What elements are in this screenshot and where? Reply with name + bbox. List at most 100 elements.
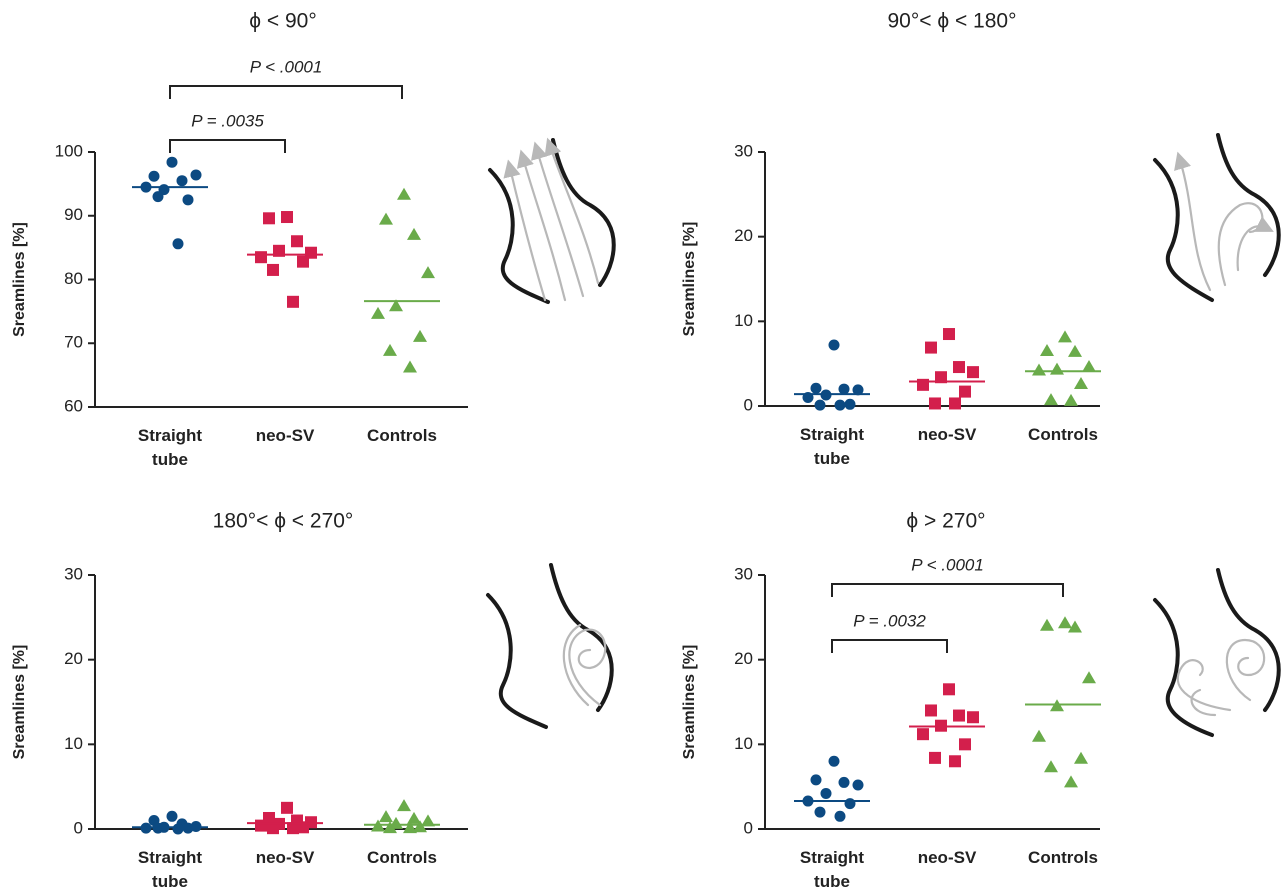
data-point [844,398,856,410]
y-tick-label: 60 [64,396,83,415]
x-tick-label: Controls [1028,848,1098,867]
p-value-label: P = .0032 [853,611,926,630]
y-tick-label: 30 [734,564,753,583]
data-point [148,170,160,182]
y-tick-label: 0 [744,395,753,414]
data-point [943,328,955,341]
significance-bracket [831,639,948,653]
chart-title: 180°< ϕ < 270° [213,510,354,533]
y-axis-label: Sreamlines [%] [11,222,28,337]
y-tick-label: 70 [64,333,83,352]
data-point [190,169,202,181]
data-point [834,399,846,411]
data-point [1082,360,1096,373]
data-point [852,384,864,396]
data-point [413,820,427,833]
data-point [287,295,299,308]
data-point [844,798,856,810]
data-point [397,799,411,812]
x-tick-label: Straight tube [799,848,865,891]
y-tick-label: 0 [744,818,753,837]
p-value-label: P < .0001 [911,555,984,574]
vessel-sketch [1153,133,1281,302]
data-point [297,821,309,834]
data-point [1068,344,1082,357]
data-point [949,397,961,410]
data-point [255,251,267,264]
data-point [297,255,309,268]
data-point [267,263,279,276]
y-tick-label: 90 [64,205,83,224]
data-point [172,238,184,250]
x-tick-label: Controls [367,848,437,867]
y-tick-label: 30 [734,141,753,160]
data-point [166,156,178,168]
data-point [820,787,832,799]
data-point [838,776,850,788]
data-point [967,711,979,724]
y-axis-label: Sreamlines [%] [681,222,698,337]
data-point [943,683,955,696]
data-point [959,385,971,398]
data-point [1032,363,1046,376]
significance-bracket [169,139,286,153]
p-value-label: P = .0035 [191,111,264,130]
vessel-sketch [488,137,616,304]
data-point [166,810,178,822]
data-point [407,811,421,824]
data-point [1064,775,1078,788]
data-point [389,299,403,312]
data-point [852,779,864,791]
data-point [949,755,961,768]
x-tick-label: neo-SV [917,848,977,867]
y-tick-label: 10 [64,734,83,753]
data-point [403,360,417,373]
data-point [407,227,421,240]
y-tick-label: 10 [734,734,753,753]
data-point [828,755,840,767]
data-point [1044,393,1058,406]
data-point [1082,671,1096,684]
significance-bracket [831,583,1064,597]
data-point [925,341,937,354]
data-point [263,212,275,225]
y-tick-label: 0 [74,818,83,837]
data-point [1074,751,1088,764]
y-tick-label: 20 [734,649,753,668]
x-tick-label: neo-SV [255,426,315,445]
vessel-sketch [486,563,614,729]
data-point [917,728,929,741]
data-point [929,751,941,764]
data-point [383,821,397,834]
data-point [1032,729,1046,742]
data-point [291,235,303,248]
vessel-sketch [1153,568,1281,737]
data-point [929,397,941,410]
data-point [403,821,417,834]
x-tick-label: Straight tube [799,425,865,468]
y-tick-label: 80 [64,269,83,288]
data-point [953,361,965,374]
data-point [281,211,293,224]
p-value-label: P < .0001 [250,57,323,76]
y-tick-label: 30 [64,564,83,583]
data-point [379,212,393,225]
data-point [379,810,393,823]
data-point [152,191,164,203]
data-point [383,343,397,356]
x-tick-label: Straight tube [137,426,203,469]
chart-title: 90°< ϕ < 180° [888,10,1017,33]
data-point [421,266,435,279]
y-tick-label: 10 [734,311,753,330]
y-axis-label: Sreamlines [%] [681,645,698,760]
y-tick-label: 20 [734,226,753,245]
significance-bracket [169,85,403,99]
data-point [828,339,840,351]
y-tick-label: 20 [64,649,83,668]
data-point [1040,343,1054,356]
data-point [255,819,267,832]
y-tick-label: 100 [55,141,83,160]
data-point [413,329,427,342]
